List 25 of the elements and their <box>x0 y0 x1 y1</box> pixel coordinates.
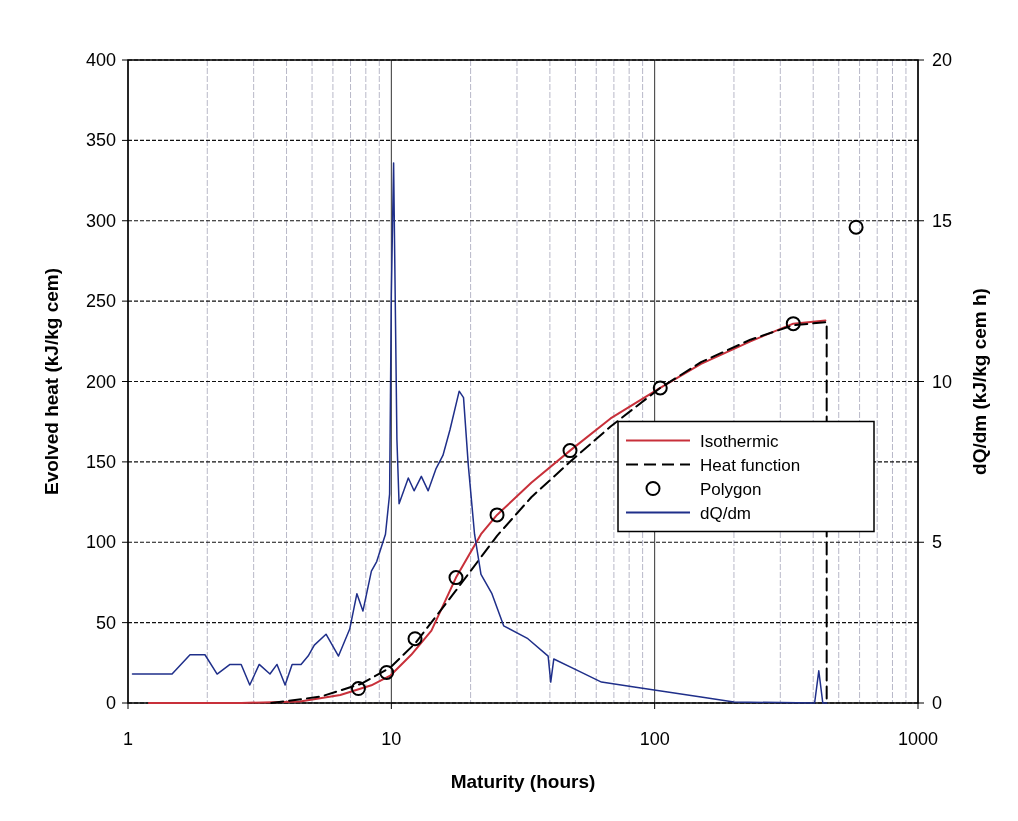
y-axis-title: Evolved heat (kJ/kg cem) <box>41 267 62 496</box>
x-tick-label: 10 <box>381 729 402 749</box>
x-tick-label: 1 <box>122 729 134 749</box>
y2-tick-label: 5 <box>932 532 943 553</box>
legend-label: Heat function <box>700 455 801 475</box>
x-axis-title: Maturity (hours) <box>450 771 596 792</box>
y-tick-label: 150 <box>85 451 116 472</box>
y-tick-label: 50 <box>95 612 116 633</box>
y2-tick-label: 20 <box>932 50 953 70</box>
y-tick-label: 300 <box>85 210 116 231</box>
y2-tick-label: 0 <box>932 693 943 713</box>
y-tick-label: 200 <box>85 371 116 392</box>
y-tick-label: 350 <box>85 130 116 151</box>
legend-label: Isothermic <box>700 431 779 451</box>
y2-axis-title: dQ/dm (kJ/kg cem h) <box>969 288 990 475</box>
legend-label: dQ/dm <box>700 503 752 523</box>
y-tick-label: 250 <box>85 291 116 312</box>
x-tick-label: 100 <box>639 729 670 749</box>
y-tick-label: 100 <box>85 532 116 553</box>
y-tick-label: 0 <box>105 693 116 713</box>
legend-label: Polygon <box>700 479 762 499</box>
y2-tick-label: 10 <box>932 371 953 392</box>
y2-tick-label: 15 <box>932 210 953 231</box>
y-tick-label: 400 <box>85 50 116 70</box>
x-tick-label: 1000 <box>897 729 939 749</box>
